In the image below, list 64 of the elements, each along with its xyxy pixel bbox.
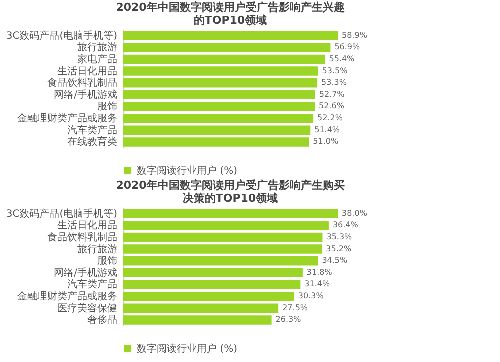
bar (123, 232, 323, 242)
data-label: 31.8% (306, 268, 333, 277)
y-tick-label: 服饰 (98, 255, 118, 268)
y-tick-label: 旅行旅游 (78, 42, 118, 54)
data-label: 58.9% (342, 30, 368, 40)
bar (123, 43, 331, 52)
data-label: 52.2% (318, 114, 344, 123)
y-tick-label: 汽车类产品 (68, 278, 118, 291)
y-tick-label: 生活日化用品 (58, 220, 118, 232)
bar (123, 66, 318, 76)
bar (123, 268, 303, 278)
bar (123, 54, 326, 64)
data-label: 51.0% (313, 137, 339, 146)
data-label: 35.3% (326, 232, 353, 242)
y-tick-label: 在线教育类 (68, 136, 118, 148)
bar (123, 138, 310, 147)
bar (123, 304, 279, 313)
bar (123, 221, 329, 230)
bar (123, 256, 318, 266)
data-label: 35.2% (326, 244, 352, 254)
y-tick-label: 生活日化用品 (58, 65, 118, 78)
y-tick-label: 网络/手机游戏 (54, 88, 118, 101)
y-tick-label: 食品饮料乳制品 (48, 77, 118, 90)
bar (123, 280, 301, 290)
data-label: 26.3% (276, 315, 302, 324)
y-tick-label: 奢侈品 (88, 314, 118, 326)
data-label: 53.5% (322, 66, 348, 76)
chart-title: 2020年中国数字阅读用户受广告影响产生购买决策的TOP10领域 (116, 179, 345, 205)
y-tick-label: 旅行旅游 (78, 243, 118, 256)
y-tick-label: 金融理财类产品或服务 (18, 112, 118, 125)
data-label: 30.3% (298, 292, 324, 301)
bar (123, 244, 322, 254)
y-tick-label: 食品饮料乳制品 (48, 231, 118, 244)
data-label: 31.4% (304, 280, 330, 289)
y-tick-label: 3C数码产品(电脑手机等) (6, 30, 118, 42)
bar (123, 114, 314, 124)
data-label: 53.3% (322, 78, 348, 88)
data-label: 55.4% (329, 54, 356, 64)
y-tick-label: 家电产品 (78, 53, 118, 66)
data-label: 27.5% (282, 303, 308, 312)
data-label: 56.9% (334, 42, 361, 52)
bar (123, 78, 318, 88)
y-tick-label: 网络/手机游戏 (54, 266, 118, 279)
y-tick-label: 汽车类产品 (68, 124, 118, 136)
data-label: 38.0% (342, 208, 368, 218)
bar (123, 102, 316, 112)
bar (123, 90, 316, 100)
data-label: 51.4% (314, 125, 340, 134)
data-label: 52.7% (319, 90, 346, 99)
legend-label: 数字阅读行业用户 (%) (137, 165, 238, 177)
bar (123, 292, 294, 302)
y-tick-label: 3C数码产品(电脑手机等) (6, 208, 118, 220)
bar (123, 209, 338, 218)
data-label: 34.5% (322, 256, 348, 266)
bar (123, 31, 338, 40)
data-label: 36.4% (332, 220, 359, 230)
y-tick-label: 金融理财类产品或服务 (18, 290, 118, 303)
legend-label: 数字阅读行业用户 (%) (137, 343, 238, 355)
data-label: 52.6% (319, 102, 345, 111)
y-tick-label: 服饰 (98, 100, 118, 113)
chart-title: 2020年中国数字阅读用户受广告影响产生兴趣的TOP10领域 (116, 1, 345, 27)
y-tick-label: 医疗美容保健 (58, 302, 118, 314)
bar (123, 126, 311, 135)
bar (123, 316, 272, 325)
